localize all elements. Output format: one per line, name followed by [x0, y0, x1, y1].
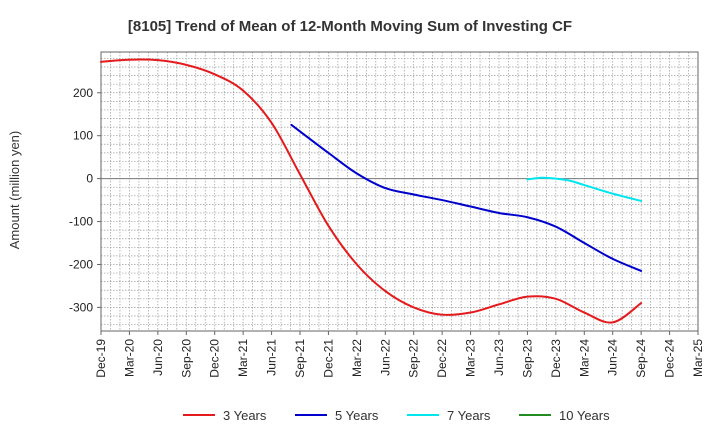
- x-tick-label: Mar-20: [122, 339, 136, 377]
- chart-title: [8105] Trend of Mean of 12-Month Moving …: [128, 18, 572, 35]
- x-tick-label: Dec-23: [549, 339, 563, 378]
- series-line-7-years: [526, 176, 643, 202]
- x-tick-label: Dec-20: [208, 339, 222, 378]
- y-axis-label: Amount (million yen): [7, 131, 22, 250]
- x-tick-label: Mar-21: [236, 339, 250, 377]
- plot-frame: [100, 51, 699, 332]
- plot-area: 200 100 0 -100 -200 -300 Dec-19 Mar-20 Jun-20 Sep…: [69, 51, 705, 378]
- x-tick-label: Jun-24: [606, 339, 620, 376]
- y-tick-label: 0: [86, 172, 93, 186]
- x-tick-label: Mar-22: [350, 339, 364, 377]
- y-tick-label: 200: [73, 86, 93, 100]
- y-tick-label: -300: [69, 300, 93, 314]
- x-tick-label: Mar-23: [464, 339, 478, 377]
- y-tick-label: -100: [69, 215, 93, 229]
- x-tick-label: Dec-19: [94, 339, 108, 378]
- legend-label-10-years: 10 Years: [559, 408, 610, 423]
- x-tick-label: Mar-24: [577, 339, 591, 377]
- legend-label-7-years: 7 Years: [447, 408, 491, 423]
- legend-label-3-years: 3 Years: [223, 408, 267, 423]
- x-tick-label: Dec-21: [321, 339, 335, 378]
- legend: 3 Years 5 Years 7 Years 10 Years: [183, 408, 610, 423]
- x-tick-label: Sep-20: [179, 339, 193, 378]
- legend-label-5-years: 5 Years: [335, 408, 379, 423]
- x-tick-label: Jun-22: [378, 339, 392, 376]
- series-line-5-years: [290, 123, 643, 272]
- x-tick-label: Sep-23: [520, 339, 534, 378]
- series-line-3-years: [100, 58, 643, 324]
- x-tick-label: Sep-24: [634, 339, 648, 378]
- x-tick-label: Dec-24: [663, 339, 677, 378]
- x-tick-label: Jun-21: [265, 339, 279, 376]
- x-tick-label: Mar-25: [691, 339, 705, 377]
- x-tick-label: Dec-22: [435, 339, 449, 378]
- x-tick-label: Sep-22: [407, 339, 421, 378]
- y-tick-label: 100: [73, 129, 93, 143]
- x-tick-label: Sep-21: [293, 339, 307, 378]
- x-tick-label: Jun-23: [492, 339, 506, 376]
- x-tick-label: Jun-20: [151, 339, 165, 376]
- y-tick-label: -200: [69, 257, 93, 271]
